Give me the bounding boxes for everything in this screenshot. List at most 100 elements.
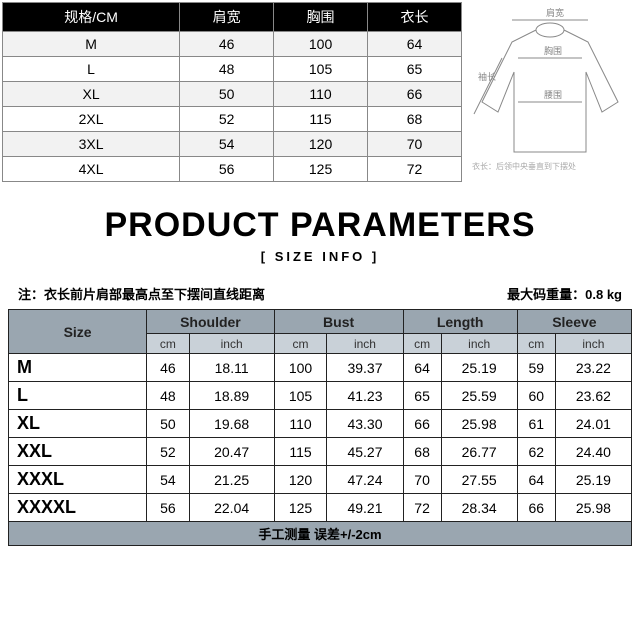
detail-size-table: Size Shoulder Bust Length Sleeve cm inch… — [8, 309, 632, 546]
u6: cm — [517, 334, 555, 354]
u5: inch — [441, 334, 517, 354]
table-row: L4810565 — [3, 57, 462, 82]
table-cell: 21.25 — [189, 466, 274, 494]
table-cell: 64 — [517, 466, 555, 494]
table-cell: 68 — [368, 107, 462, 132]
th-spec: 规格/CM — [3, 3, 180, 32]
svg-text:肩宽: 肩宽 — [546, 7, 564, 18]
u7: inch — [555, 334, 631, 354]
th-shoulder-g: Shoulder — [147, 310, 274, 334]
table-cell: 49.21 — [327, 494, 403, 522]
table-cell: 60 — [517, 382, 555, 410]
table-cell: 46 — [147, 354, 189, 382]
title-block: PRODUCT PARAMETERS [ SIZE INFO ] — [0, 206, 640, 264]
th-length-g: Length — [403, 310, 517, 334]
table-cell: 27.55 — [441, 466, 517, 494]
table-cell: 105 — [274, 57, 368, 82]
table-cell: 54 — [180, 132, 274, 157]
th-size: Size — [9, 310, 147, 354]
u3: inch — [327, 334, 403, 354]
th-bust: 胸围 — [274, 3, 368, 32]
table-cell: 50 — [180, 82, 274, 107]
table-cell: 48 — [147, 382, 189, 410]
table-cell: 52 — [180, 107, 274, 132]
table-cell: 61 — [517, 410, 555, 438]
table-cell: 19.68 — [189, 410, 274, 438]
table-cell: 25.19 — [555, 466, 631, 494]
table-cell: 125 — [274, 157, 368, 182]
table-cell: 64 — [368, 32, 462, 57]
table-cell: 28.34 — [441, 494, 517, 522]
top-table-header-row: 规格/CM 肩宽 胸围 衣长 — [3, 3, 462, 32]
table-cell: 25.19 — [441, 354, 517, 382]
footer-cell: 手工测量 误差+/-2cm — [9, 522, 632, 546]
table-cell: 120 — [274, 132, 368, 157]
table-cell: 56 — [180, 157, 274, 182]
table-cell: 66 — [517, 494, 555, 522]
table-cell: 4XL — [3, 157, 180, 182]
note-text: 衣长前片肩部最高点至下摆间直线距离 — [44, 287, 265, 302]
table-cell: 110 — [274, 82, 368, 107]
table-row: M4610064 — [3, 32, 462, 57]
table-cell: 46 — [180, 32, 274, 57]
table-cell: 70 — [403, 466, 441, 494]
table-cell: 26.77 — [441, 438, 517, 466]
table-cell: 66 — [403, 410, 441, 438]
size-cell: XXXXL — [9, 494, 147, 522]
size-cell: M — [9, 354, 147, 382]
table-cell: 47.24 — [327, 466, 403, 494]
table-row: 2XL5211568 — [3, 107, 462, 132]
table-cell: 70 — [368, 132, 462, 157]
top-section: 规格/CM 肩宽 胸围 衣长 M4610064L4810565XL5011066… — [0, 0, 640, 184]
weight-label: 最大码重量： — [507, 287, 585, 302]
table-cell: 20.47 — [189, 438, 274, 466]
th-length: 衣长 — [368, 3, 462, 32]
table-cell: 56 — [147, 494, 189, 522]
table-cell: 24.40 — [555, 438, 631, 466]
table-cell: L — [3, 57, 180, 82]
size-cell: XL — [9, 410, 147, 438]
table-footer-row: 手工测量 误差+/-2cm — [9, 522, 632, 546]
main-title: PRODUCT PARAMETERS — [0, 206, 640, 245]
table-cell: 110 — [274, 410, 327, 438]
table-cell: 100 — [274, 32, 368, 57]
table-cell: 22.04 — [189, 494, 274, 522]
table-cell: 48 — [180, 57, 274, 82]
table-cell: 2XL — [3, 107, 180, 132]
table-cell: 24.01 — [555, 410, 631, 438]
table-cell: 54 — [147, 466, 189, 494]
table-cell: 72 — [403, 494, 441, 522]
table-cell: 64 — [403, 354, 441, 382]
svg-text:腰围: 腰围 — [544, 90, 562, 100]
table-cell: 25.98 — [555, 494, 631, 522]
table-cell: XL — [3, 82, 180, 107]
u1: inch — [189, 334, 274, 354]
u2: cm — [274, 334, 327, 354]
table-cell: 25.98 — [441, 410, 517, 438]
table-cell: 39.37 — [327, 354, 403, 382]
table-cell: 66 — [368, 82, 462, 107]
note-row: 注：衣长前片肩部最高点至下摆间直线距离 最大码重量：0.8 kg — [0, 280, 640, 307]
table-cell: 25.59 — [441, 382, 517, 410]
table-row: M4618.1110039.376425.195923.22 — [9, 354, 632, 382]
u4: cm — [403, 334, 441, 354]
table-row: L4818.8910541.236525.596023.62 — [9, 382, 632, 410]
table-cell: M — [3, 32, 180, 57]
table-cell: 115 — [274, 438, 327, 466]
table-row: XL5011066 — [3, 82, 462, 107]
table-row: XXXXL5622.0412549.217228.346625.98 — [9, 494, 632, 522]
size-cell: XXXL — [9, 466, 147, 494]
table-cell: 125 — [274, 494, 327, 522]
table-cell: 65 — [368, 57, 462, 82]
note-label: 注： — [18, 287, 44, 302]
table-row: XL5019.6811043.306625.986124.01 — [9, 410, 632, 438]
table-row: XXL5220.4711545.276826.776224.40 — [9, 438, 632, 466]
table-cell: 115 — [274, 107, 368, 132]
table-cell: 68 — [403, 438, 441, 466]
size-cell: L — [9, 382, 147, 410]
weight-value: 0.8 kg — [585, 287, 622, 302]
table-cell: 59 — [517, 354, 555, 382]
table-cell: 23.22 — [555, 354, 631, 382]
table-cell: 50 — [147, 410, 189, 438]
table-cell: 100 — [274, 354, 327, 382]
